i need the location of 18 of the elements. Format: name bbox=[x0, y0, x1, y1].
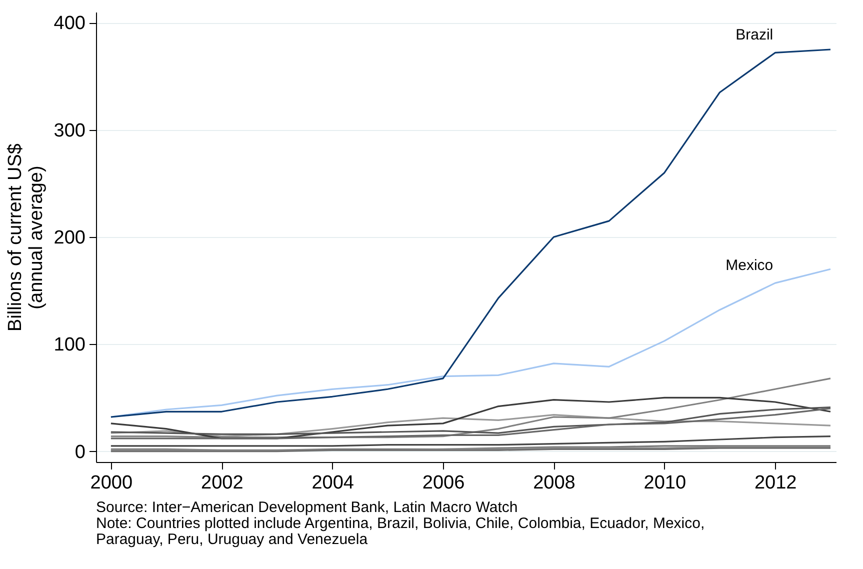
x-tick-label: 2010 bbox=[644, 472, 686, 494]
text: Paraguay, Peru, Uruguay and Venezuela bbox=[96, 531, 368, 548]
x-tick-label: 2000 bbox=[90, 472, 133, 494]
text: Note: Countries plotted include Argentina, Brazil, Bolivia, Chile, Colombia, Ecuador, Mexico, bbox=[96, 515, 705, 532]
series-label: Brazil bbox=[736, 26, 774, 44]
y-tick-label: 100 bbox=[54, 334, 86, 356]
series-label: Mexico bbox=[726, 257, 774, 274]
source-note: Source: Inter−American Development Bank, Latin Macro Watch bbox=[96, 499, 518, 516]
y-tick-label: 0 bbox=[74, 442, 86, 463]
y-tick-label: 200 bbox=[54, 228, 86, 248]
x-tick-label: 2002 bbox=[201, 472, 244, 494]
y-axis-title: Billions of current US$ (annual average) bbox=[4, 143, 47, 332]
y-tick-label: 400 bbox=[54, 13, 86, 34]
x-tick-label: 2004 bbox=[312, 472, 354, 494]
x-tick-label: 2012 bbox=[754, 472, 797, 494]
y-tick-label: 300 bbox=[54, 120, 86, 142]
x-tick-label: 2006 bbox=[422, 472, 465, 494]
x-tick-label: 2008 bbox=[533, 472, 576, 494]
